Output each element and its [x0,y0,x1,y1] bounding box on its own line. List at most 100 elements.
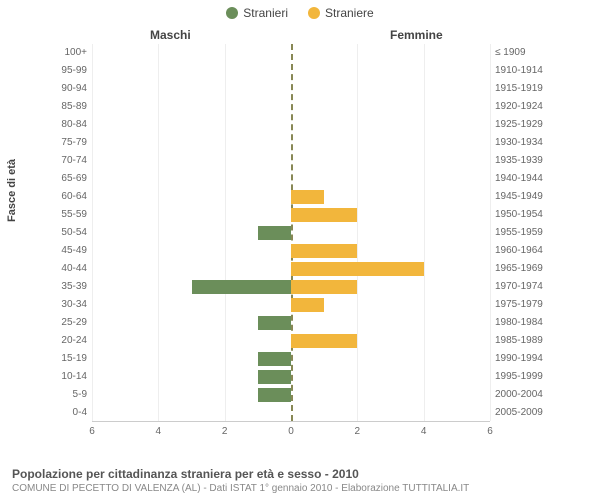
chart-footer: Popolazione per cittadinanza straniera p… [12,467,592,494]
bar-male [258,316,291,330]
y-tick-right: 1925-1929 [495,116,555,134]
chart-subtitle: COMUNE DI PECETTO DI VALENZA (AL) - Dati… [12,483,592,494]
bar-row [92,116,490,134]
y-tick-left: 40-44 [45,260,87,278]
y-tick-left: 15-19 [45,350,87,368]
y-tick-right: 1920-1924 [495,98,555,116]
bar-row [92,350,490,368]
bar-male [258,388,291,402]
y-tick-right: 1975-1979 [495,296,555,314]
y-tick-left: 60-64 [45,188,87,206]
legend: Stranieri Straniere [0,0,600,22]
x-tick: 2 [355,426,361,437]
bar-female [291,190,324,204]
y-tick-right: 1945-1949 [495,188,555,206]
y-tick-right: 1980-1984 [495,314,555,332]
y-tick-right: 2005-2009 [495,404,555,422]
y-tick-right: ≤ 1909 [495,44,555,62]
x-tick: 4 [421,426,427,437]
y-tick-left: 70-74 [45,152,87,170]
x-tick: 2 [222,426,228,437]
bar-female [291,244,357,258]
y-axis-left: 100+95-9990-9485-8980-8475-7970-7465-696… [45,44,87,422]
bar-female [291,334,357,348]
y-tick-right: 2000-2004 [495,386,555,404]
legend-item-f: Straniere [308,6,374,20]
y-tick-right: 1985-1989 [495,332,555,350]
y-tick-right: 1940-1944 [495,170,555,188]
bar-row [92,368,490,386]
bar-row [92,62,490,80]
bar-row [92,296,490,314]
chart-title: Popolazione per cittadinanza straniera p… [12,467,592,481]
x-tick: 4 [156,426,162,437]
y-tick-left: 65-69 [45,170,87,188]
bar-row [92,80,490,98]
bar-row [92,134,490,152]
bar-male [192,280,292,294]
bar-row [92,278,490,296]
bar-row [92,404,490,422]
x-axis: 6 4 2 0 2 4 6 [92,424,490,440]
bar-female [291,208,357,222]
y-tick-right: 1935-1939 [495,152,555,170]
y-tick-left: 55-59 [45,206,87,224]
y-tick-left: 30-34 [45,296,87,314]
x-tick: 0 [288,426,294,437]
x-tick: 6 [89,426,95,437]
y-axis-right: ≤ 19091910-19141915-19191920-19241925-19… [495,44,555,422]
legend-swatch-f [308,7,320,19]
plot-area [92,44,490,422]
legend-swatch-m [226,7,238,19]
y-tick-left: 100+ [45,44,87,62]
bar-row [92,188,490,206]
bar-row [92,224,490,242]
y-tick-left: 50-54 [45,224,87,242]
bar-male [258,352,291,366]
bar-female [291,262,424,276]
y-tick-right: 1965-1969 [495,260,555,278]
x-tick: 6 [487,426,493,437]
bar-row [92,170,490,188]
bar-male [258,370,291,384]
y-tick-right: 1915-1919 [495,80,555,98]
header-maschi: Maschi [150,28,191,42]
y-tick-right: 1930-1934 [495,134,555,152]
y-tick-left: 5-9 [45,386,87,404]
y-tick-left: 90-94 [45,80,87,98]
bar-row [92,314,490,332]
y-tick-left: 85-89 [45,98,87,116]
legend-item-m: Stranieri [226,6,288,20]
y-tick-left: 80-84 [45,116,87,134]
bar-row [92,242,490,260]
chart: Fasce di età Anni di nascita 100+95-9990… [50,44,550,440]
y-tick-right: 1950-1954 [495,206,555,224]
bar-row [92,332,490,350]
legend-label-f: Straniere [325,6,374,20]
y-tick-right: 1995-1999 [495,368,555,386]
y-tick-right: 1910-1914 [495,62,555,80]
y-tick-left: 95-99 [45,62,87,80]
y-tick-left: 35-39 [45,278,87,296]
bar-row [92,44,490,62]
bar-row [92,206,490,224]
y-axis-title-left: Fasce di età [6,159,18,222]
y-tick-right: 1960-1964 [495,242,555,260]
y-tick-right: 1955-1959 [495,224,555,242]
bar-female [291,280,357,294]
y-tick-right: 1970-1974 [495,278,555,296]
header-femmine: Femmine [390,28,443,42]
legend-label-m: Stranieri [243,6,288,20]
y-tick-left: 20-24 [45,332,87,350]
bar-row [92,152,490,170]
y-tick-left: 0-4 [45,404,87,422]
bar-female [291,298,324,312]
y-tick-left: 45-49 [45,242,87,260]
bar-male [258,226,291,240]
y-tick-left: 25-29 [45,314,87,332]
bar-row [92,260,490,278]
y-tick-right: 1990-1994 [495,350,555,368]
y-tick-left: 75-79 [45,134,87,152]
bar-row [92,386,490,404]
y-tick-left: 10-14 [45,368,87,386]
